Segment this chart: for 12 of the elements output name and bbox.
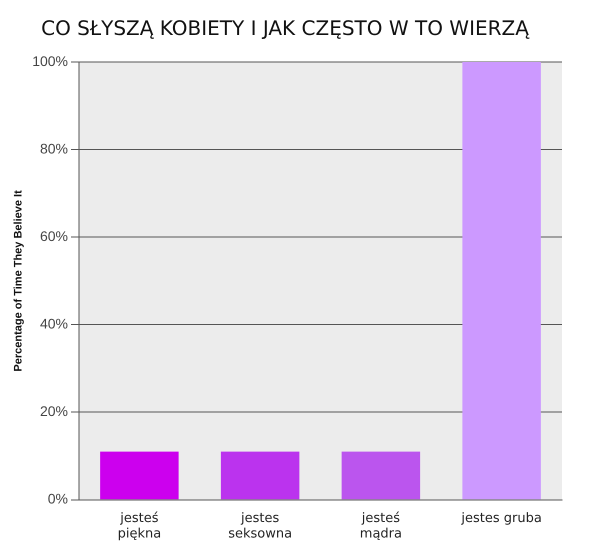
y-tick-label: 0% — [48, 490, 68, 507]
y-tick-label: 80% — [40, 140, 68, 156]
x-tick-label: jestes gruba — [460, 510, 542, 526]
x-tick-label: jesteś piękna — [118, 510, 162, 542]
y-tick-label: 60% — [40, 228, 68, 244]
chart-title: CO SŁYSZĄ KOBIETY I JAK CZĘSTO W TO WIERZĄ — [41, 16, 530, 40]
y-axis-title: Percentage of Time They Believe It — [12, 190, 25, 372]
x-tick-label: jesteś mądra — [360, 510, 402, 542]
y-tick-label: 100% — [32, 52, 68, 69]
y-tick-label: 20% — [40, 403, 68, 420]
x-tick-label: jestes seksowna — [228, 510, 292, 542]
y-tick-label: 40% — [40, 316, 68, 332]
